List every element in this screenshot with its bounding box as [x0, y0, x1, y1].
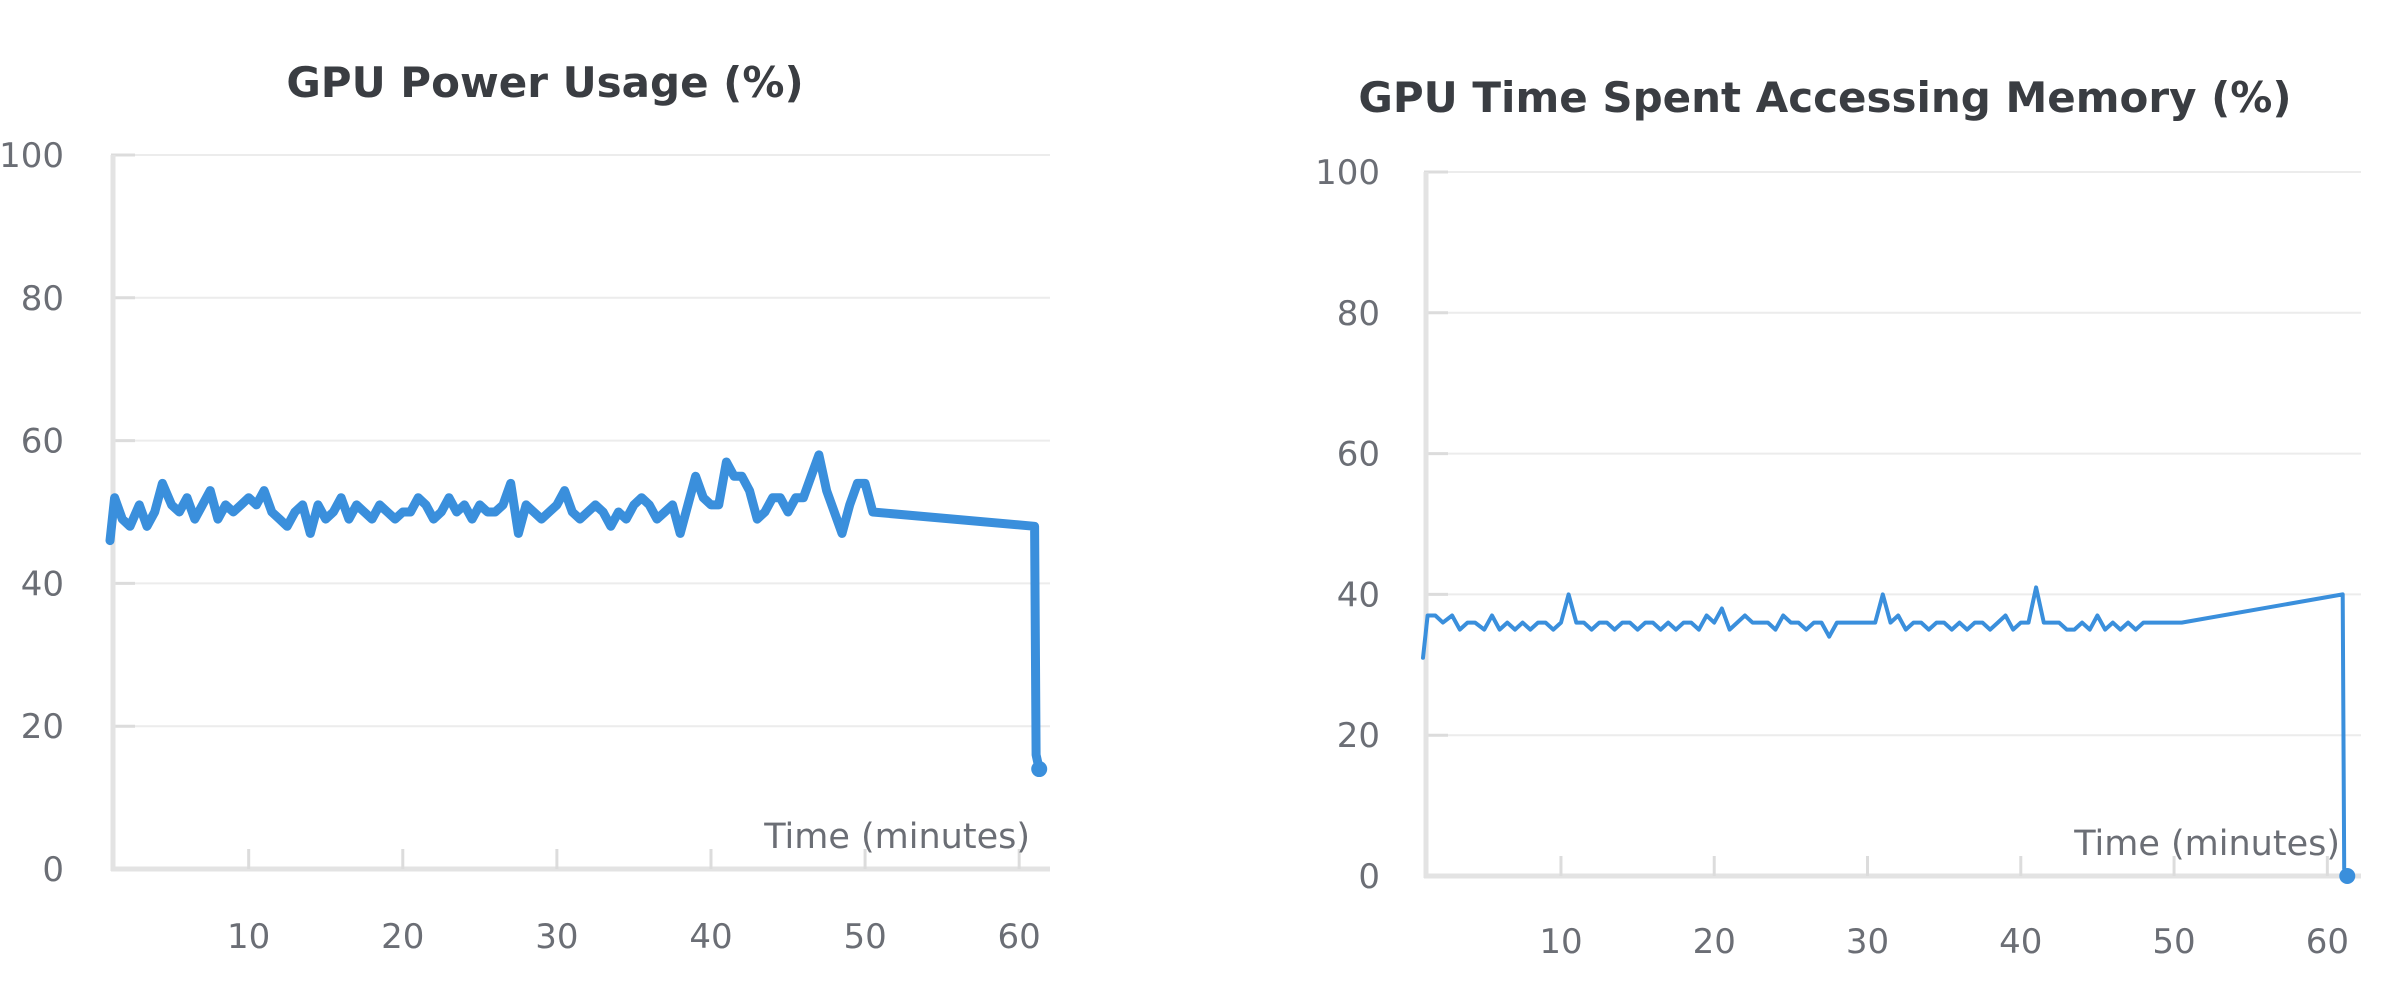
x-tick-label: 60	[2306, 922, 2349, 962]
x-tick-label: 30	[1846, 922, 1889, 962]
series-end-marker	[2339, 868, 2356, 884]
x-tick-label: 20	[1693, 922, 1736, 962]
chart-gpu-memory-access: GPU Time Spent Accessing Memory (%) 0 20 40…	[1315, 73, 2361, 962]
x-axis-label: Time (minutes)	[763, 817, 1030, 857]
x-tick-label: 60	[998, 917, 1041, 957]
y-tick-label: 20	[1337, 716, 1380, 756]
x-tick-label: 20	[381, 917, 424, 957]
y-tick-label: 80	[1337, 294, 1380, 334]
x-axis-label: Time (minutes)	[2073, 824, 2340, 864]
chart-title: GPU Power Usage (%)	[286, 58, 803, 107]
y-tick-label: 100	[0, 136, 64, 176]
x-tick-label: 30	[535, 917, 578, 957]
x-tick-label: 40	[689, 917, 732, 957]
chart-panel-gpu-memory-access: GPU Time Spent Accessing Memory (%) 0 20 40…	[1300, 0, 2392, 991]
chart-gpu-power-usage: GPU Power Usage (%) 0 20 40 60 80 100 10 20 30 40 5…	[0, 58, 1050, 957]
x-tick-label: 50	[843, 917, 886, 957]
y-tick-label: 80	[21, 279, 64, 319]
x-tick-label: 50	[2152, 922, 2195, 962]
y-tick-label: 20	[21, 707, 64, 747]
series-end-marker	[1031, 761, 1048, 778]
y-tick-label: 0	[1358, 857, 1380, 897]
chart-panel-gpu-power-usage: GPU Power Usage (%) 0 20 40 60 80 100 10 20 30 40 5…	[0, 0, 1100, 991]
y-tick-label: 0	[42, 850, 64, 890]
y-tick-label: 40	[1337, 575, 1380, 615]
chart-title: GPU Time Spent Accessing Memory (%)	[1358, 73, 2291, 122]
x-tick-label: 10	[1539, 922, 1582, 962]
y-tick-label: 100	[1315, 153, 1380, 193]
y-tick-label: 60	[1337, 435, 1380, 475]
series-line	[105, 450, 1044, 774]
y-tick-label: 40	[21, 564, 64, 604]
x-tick-label: 10	[227, 917, 270, 957]
series-line	[1421, 585, 2350, 878]
y-tick-label: 60	[21, 422, 64, 462]
x-tick-label: 40	[1999, 922, 2042, 962]
